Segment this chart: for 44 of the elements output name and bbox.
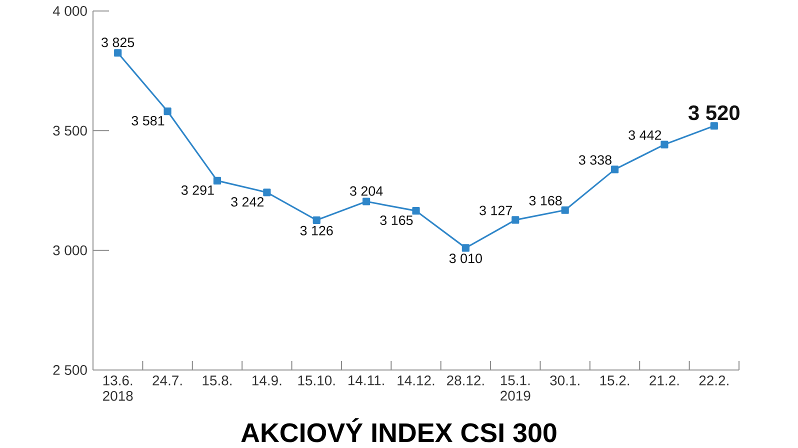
y-tick-label: 2 500 (53, 365, 87, 375)
x-tick-label: 14.9. (252, 376, 282, 386)
x-tick-label: 22.2. (699, 376, 728, 386)
data-label: 3 291 (181, 185, 214, 195)
data-label: 3 581 (132, 116, 164, 126)
data-label: 3 520 (688, 105, 740, 120)
x-tick-label: 15.10. (298, 376, 335, 386)
data-label: 3 204 (350, 186, 383, 196)
data-label: 3 825 (102, 38, 134, 48)
data-label: 3 442 (628, 130, 662, 140)
x-tick-label: 15.2. (600, 376, 630, 386)
x-tick-label: 14.12. (398, 376, 434, 386)
x-tick-label: 21.2. (650, 376, 679, 386)
x-tick-label: 14.11. (348, 376, 384, 386)
data-label: 3 242 (231, 197, 264, 207)
data-label: 3 010 (449, 254, 482, 264)
x-tick-label: 15.1. 2019 (500, 376, 530, 401)
data-label: 3 338 (578, 155, 612, 165)
point (164, 107, 172, 116)
point (660, 140, 668, 148)
point (263, 188, 271, 196)
y-tick-label: 3 000 (53, 245, 87, 256)
point (561, 206, 569, 214)
x-tick-label: 15.8. (202, 376, 232, 386)
point (362, 198, 370, 206)
x-tick-label: 28.12. (447, 376, 484, 386)
point (213, 176, 222, 184)
point (512, 216, 520, 224)
data-label: 3 165 (380, 216, 413, 226)
y-tick-label: 4 000 (52, 6, 87, 16)
data-label: 3 168 (529, 196, 562, 206)
data-label: 3 127 (480, 206, 512, 216)
point (412, 207, 420, 215)
data-label: 3 126 (300, 226, 333, 236)
text: AKCIOVÝ INDEX CSI 300 (241, 418, 556, 442)
point (462, 244, 470, 252)
point (312, 216, 320, 224)
point (610, 166, 619, 174)
point (114, 49, 122, 57)
point (710, 122, 718, 130)
x-tick-label: 24.7. (152, 376, 182, 386)
x-tick-label: 13.6. 2018 (103, 376, 133, 401)
y-tick-label: 3 500 (53, 126, 87, 136)
x-tick-label: 30.1. (550, 376, 580, 386)
